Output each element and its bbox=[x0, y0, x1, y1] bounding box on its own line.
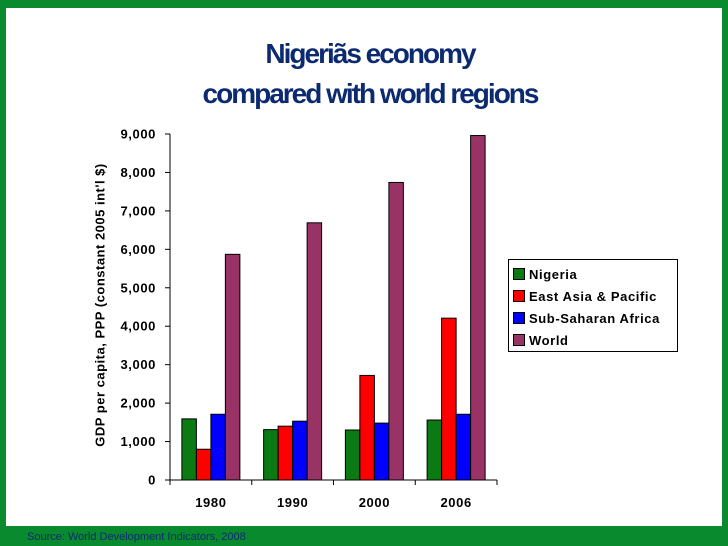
y-tick-label: 7,000 bbox=[120, 203, 156, 218]
y-tick-label: 4,000 bbox=[120, 319, 156, 334]
bar-east-asia-pacific-2006 bbox=[441, 317, 457, 481]
bar-world-1990 bbox=[306, 222, 323, 481]
bar-sub-saharan-africa-1990 bbox=[292, 420, 308, 481]
bar-nigeria-2006 bbox=[426, 419, 443, 481]
y-tick-label: 6,000 bbox=[120, 242, 156, 257]
top-frame-bar bbox=[0, 0, 728, 8]
legend-label-world: World bbox=[529, 332, 569, 348]
legend-label-sub-saharan-africa: Sub-Saharan Africa bbox=[529, 310, 660, 326]
y-tick-label: 9,000 bbox=[120, 127, 156, 142]
legend-swatch-sub-saharan-africa bbox=[513, 312, 525, 324]
legend-label-east-asia-pacific: East Asia & Pacific bbox=[529, 288, 657, 304]
y-tick-label: 1,000 bbox=[120, 434, 156, 449]
y-tick-label: 0 bbox=[148, 473, 156, 488]
slide-title-line-2: compared with world regions bbox=[202, 78, 540, 109]
legend-swatch-nigeria bbox=[513, 268, 525, 280]
legend-item-nigeria: Nigeria bbox=[513, 263, 677, 285]
bar-world-1980 bbox=[224, 253, 241, 481]
legend-swatch-world bbox=[513, 334, 525, 346]
bottom-frame-bar: Source: World Development Indicators, 20… bbox=[0, 526, 728, 546]
bar-nigeria-2000 bbox=[344, 429, 361, 481]
legend-swatch-east-asia-pacific bbox=[513, 290, 525, 302]
x-tick-label: 1980 bbox=[195, 495, 226, 510]
bar-east-asia-pacific-1980 bbox=[195, 448, 212, 481]
x-tick-label: 2006 bbox=[440, 495, 471, 510]
x-tick-label: 2000 bbox=[359, 495, 390, 510]
bar-world-2000 bbox=[388, 181, 404, 481]
x-tick-label: 1990 bbox=[277, 495, 308, 510]
bar-nigeria-1980 bbox=[181, 418, 197, 481]
y-tick-label: 8,000 bbox=[120, 165, 156, 180]
bar-nigeria-1990 bbox=[263, 429, 279, 481]
legend-item-world: World bbox=[513, 329, 677, 351]
y-tick-label: 5,000 bbox=[120, 280, 156, 295]
slide-title-line-1: Nigeriãs economy bbox=[265, 38, 476, 69]
legend-label-nigeria: Nigeria bbox=[529, 266, 578, 282]
bar-sub-saharan-africa-2000 bbox=[373, 422, 390, 481]
bar-east-asia-pacific-2000 bbox=[359, 374, 375, 481]
bar-sub-saharan-africa-2006 bbox=[455, 413, 472, 481]
bar-sub-saharan-africa-1980 bbox=[210, 413, 226, 481]
source-note: Source: World Development Indicators, 20… bbox=[27, 531, 246, 543]
bar-east-asia-pacific-1990 bbox=[277, 425, 294, 481]
y-tick-label: 3,000 bbox=[120, 357, 156, 372]
y-tick-label: 2,000 bbox=[120, 396, 156, 411]
y-axis-label: GDP per capita, PPP (constant 2005 int'l… bbox=[92, 163, 108, 447]
bar-world-2006 bbox=[470, 135, 486, 481]
legend-item-east-asia-pacific: East Asia & Pacific bbox=[513, 285, 677, 307]
legend-item-sub-saharan-africa: Sub-Saharan Africa bbox=[513, 307, 677, 329]
right-frame-bar bbox=[722, 0, 728, 546]
chart-legend: Nigeria East Asia & Pacific Sub-Saharan … bbox=[508, 259, 678, 352]
left-frame-bar bbox=[0, 0, 6, 546]
